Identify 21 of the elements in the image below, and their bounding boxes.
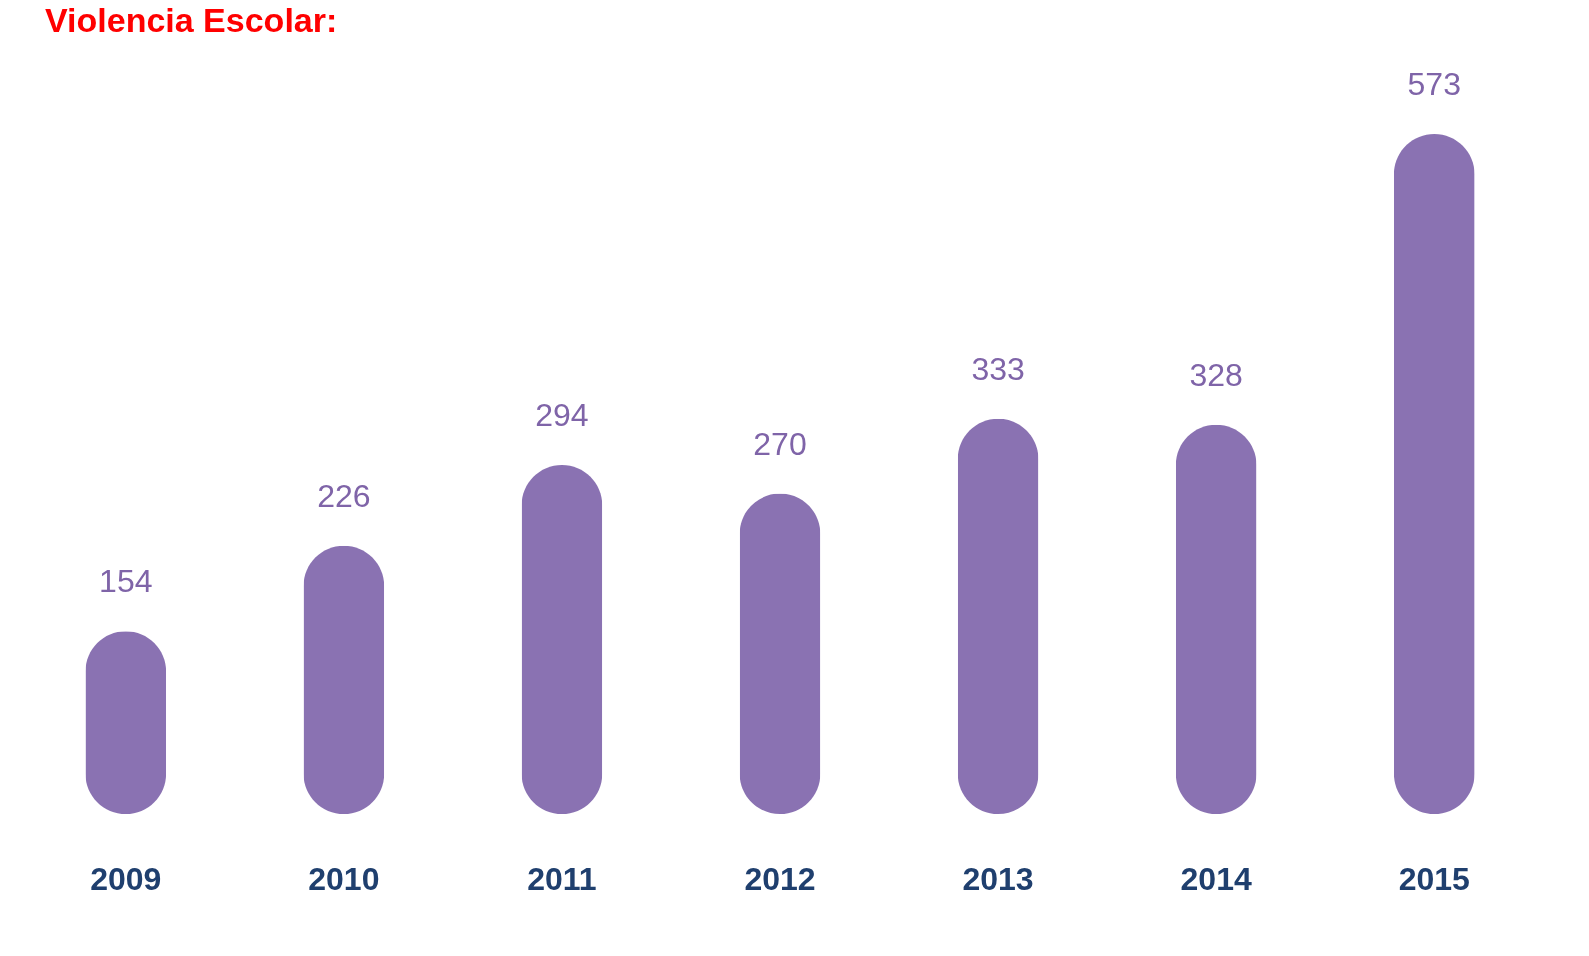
x-tick-label: 2011 xyxy=(527,860,597,897)
bar xyxy=(521,465,603,814)
x-tick-label: 2010 xyxy=(308,860,380,897)
bar xyxy=(739,493,821,814)
x-tick-label: 2012 xyxy=(744,860,816,897)
x-tick-label: 2015 xyxy=(1398,860,1470,897)
bar xyxy=(303,545,385,814)
chart-title: Violencia Escolar: xyxy=(45,1,338,39)
data-label: 294 xyxy=(535,397,589,434)
bar xyxy=(1393,134,1475,814)
data-label: 328 xyxy=(1189,356,1243,393)
data-label: 270 xyxy=(753,425,807,462)
x-tick-label: 2014 xyxy=(1180,860,1252,897)
bar xyxy=(1175,424,1257,814)
x-tick-label: 2009 xyxy=(90,860,162,897)
x-tick-label: 2013 xyxy=(962,860,1034,897)
data-label: 154 xyxy=(99,563,153,600)
data-label: 333 xyxy=(971,350,1025,387)
data-label: 573 xyxy=(1407,66,1461,102)
data-label: 226 xyxy=(317,477,371,514)
bar xyxy=(957,418,1039,814)
